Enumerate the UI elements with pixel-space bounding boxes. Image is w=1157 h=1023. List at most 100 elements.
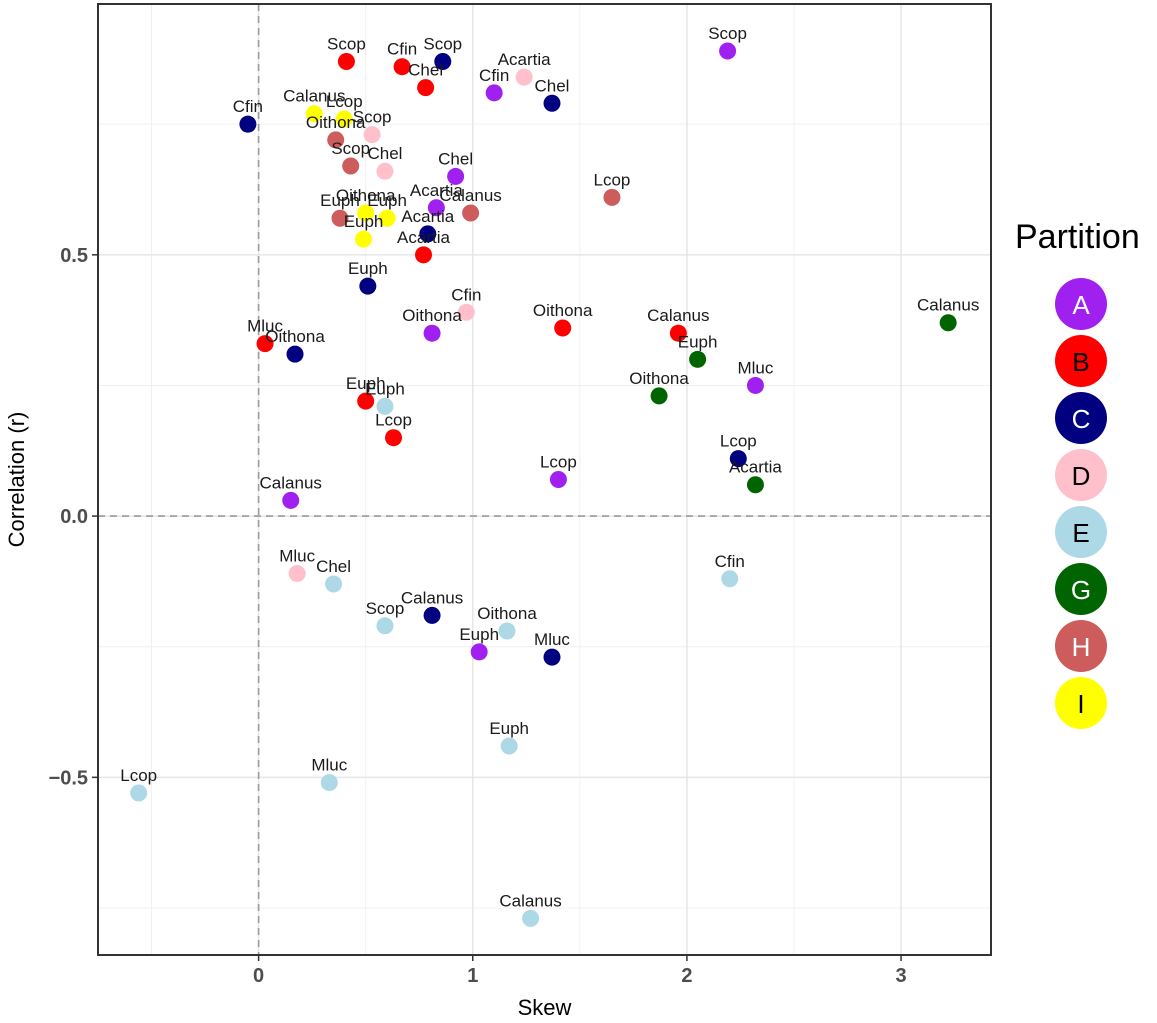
point-e-oithona [498,622,516,640]
point-c-acartia [419,225,437,243]
x-tick-label: 2 [681,965,692,987]
point-label: Acartia [410,181,463,200]
point-label: Cfin [715,552,745,571]
point-label: Chel [535,76,570,95]
point-label: Acartia [729,458,782,477]
point-label: Lcop [540,453,577,472]
data-points [130,42,957,927]
point-d-acartia [515,68,533,86]
point-label: Lcop [120,766,157,785]
point-label: Oithona [336,186,396,205]
point-label: Calanus [647,306,709,325]
point-label: Scop [366,599,405,618]
point-label: Euph [346,374,386,393]
point-label: Scop [331,139,370,158]
point-b-calanus [669,324,687,342]
point-label: Euph [459,625,499,644]
legend-key-i [1055,677,1107,729]
point-label: Calanus [260,473,322,492]
point-label: Scop [708,24,747,43]
point-i-calanus [305,105,323,123]
point-i-lcop [335,110,353,128]
point-label: Scop [423,34,462,53]
point-a-chel [447,167,465,185]
point-label: Acartia [401,207,454,226]
point-a-oithona [423,324,441,342]
point-d-scop [363,126,381,144]
point-label: Lcop [594,170,631,189]
legend-label-e: E [1072,518,1089,548]
point-c-mluc [543,648,561,666]
point-b-lcop [385,429,403,447]
y-axis-title: Correlation (r) [4,412,29,548]
point-a-calanus [282,491,300,509]
legend-key-c [1055,392,1107,444]
point-label: Euph [678,332,718,351]
point-label: Cfin [479,66,509,85]
point-c-scop [434,52,452,70]
point-e-scop [376,617,394,635]
point-label: Euph [344,212,384,231]
point-c-euph [359,277,377,295]
point-h-euph [331,209,349,227]
point-label: Calanus [917,296,979,315]
reference-lines [98,4,991,955]
point-label: Acartia [498,50,551,69]
point-label: Euph [367,191,407,210]
legend-label-c: C [1072,404,1091,434]
point-label: Scop [353,108,392,127]
legend-key-e [1055,506,1107,558]
point-i-euph [378,209,396,227]
point-b-scop [337,52,355,70]
point-label: Acartia [397,228,450,247]
plot-panel-border [97,3,992,956]
point-a-cfin [485,84,503,102]
axis-ticks: 0 1 2 3 −0.5 0.0 0.5 [49,245,907,987]
point-label: Mluc [534,630,570,649]
point-e-chel [325,575,343,593]
point-e-euph [376,397,394,415]
point-a-acartia [427,199,445,217]
point-b-acartia [415,246,433,264]
point-h-lcop [603,188,621,206]
point-c-oithona [286,345,304,363]
point-d-cfin [457,303,475,321]
point-label: Mluc [247,317,283,336]
legend-label-b: B [1072,347,1089,377]
point-label: Oithona [629,369,689,388]
point-h-scop [342,157,360,175]
point-label: Oithona [265,327,325,346]
point-label: Oithona [477,604,537,623]
point-h-oithona [327,131,345,149]
point-d-chel [376,162,394,180]
point-a-lcop [549,471,567,488]
point-g-acartia [746,476,764,494]
point-e-calanus [522,909,540,927]
point-b-chel [417,79,435,97]
legend-key-a [1055,278,1107,330]
x-tick-label: 1 [467,965,478,987]
point-label: Euph [365,379,405,398]
y-tick-label: 0.0 [60,506,88,528]
point-c-calanus [423,606,441,624]
grid-lines [98,4,991,955]
point-c-cfin [239,115,257,133]
point-label: Calanus [401,588,463,607]
point-label: Lcop [720,432,757,451]
point-e-lcop [130,784,148,802]
x-tick-label: 0 [253,965,264,987]
point-i-oithona [357,204,375,222]
point-label: Calanus [439,186,501,205]
point-h-calanus [462,204,480,222]
legend-key-g [1055,563,1107,615]
point-label: Chel [316,557,351,576]
y-tick-label: 0.5 [60,245,88,267]
point-e-mluc [320,774,338,792]
legend-label-h: H [1072,632,1091,662]
point-label: Mluc [737,358,773,377]
legend-key-h [1055,620,1107,672]
point-label: Lcop [326,92,363,111]
point-b-cfin [393,58,411,76]
